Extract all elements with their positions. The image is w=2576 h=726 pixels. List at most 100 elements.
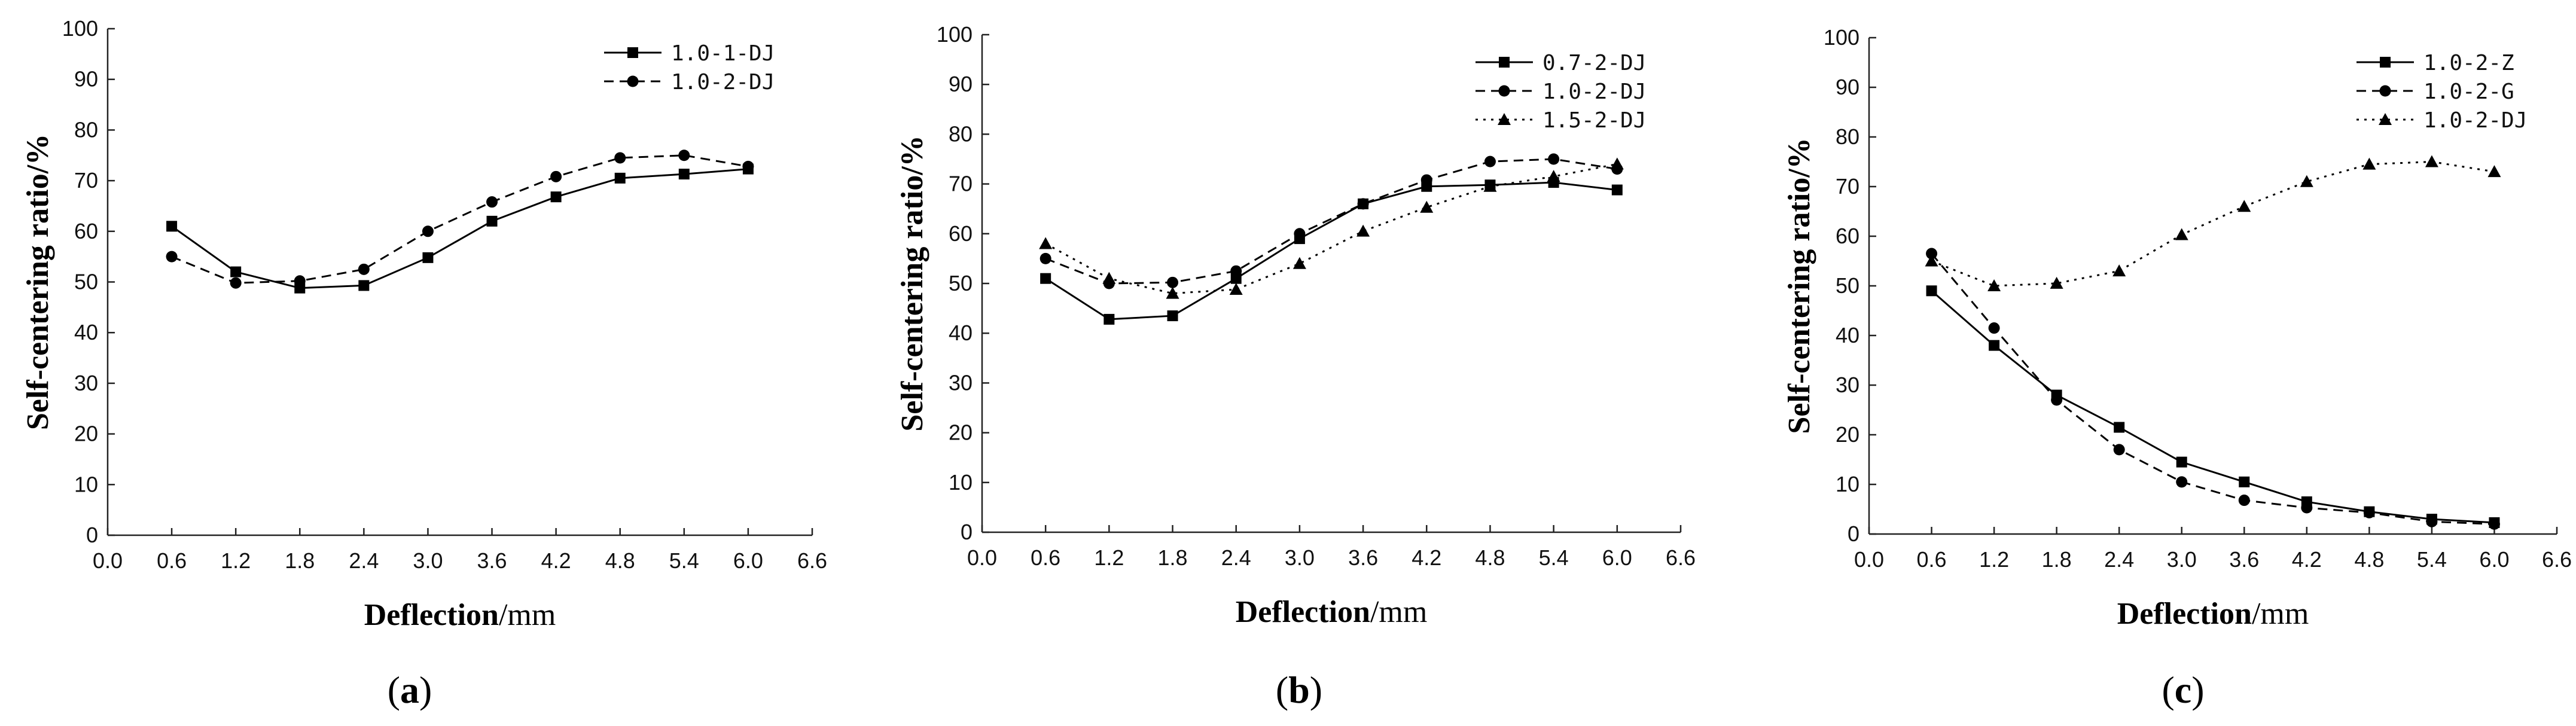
- data-point: [2175, 228, 2188, 240]
- series-1.0-2-DJ: [1925, 155, 2501, 291]
- data-point: [1230, 265, 1242, 277]
- y-tick-label: 10: [74, 472, 98, 496]
- y-tick-label: 0: [86, 523, 98, 547]
- legend-marker: [627, 75, 639, 87]
- caption-letter: c: [2175, 669, 2191, 711]
- data-point: [2426, 515, 2438, 527]
- data-point: [1357, 198, 1369, 210]
- data-point: [1926, 285, 1937, 297]
- legend-label: 1.0-2-Z: [2423, 51, 2514, 75]
- caption-close: ): [419, 669, 432, 711]
- data-point: [742, 160, 754, 172]
- data-point: [1420, 174, 1432, 186]
- y-axis-title: Self-centering ratio/%: [1782, 138, 1816, 434]
- x-tick-label: 0.6: [1917, 547, 1947, 572]
- data-point: [486, 215, 498, 227]
- y-tick-label: 70: [1836, 174, 1859, 199]
- x-axis-title-main: Deflection: [364, 598, 499, 632]
- series-1.0-2-DJ: [1039, 153, 1623, 289]
- data-point: [2363, 507, 2375, 518]
- data-point: [550, 191, 562, 203]
- legend-label: 1.0-2-G: [2423, 80, 2514, 104]
- data-point: [230, 266, 242, 277]
- x-tick-label: 3.6: [1348, 545, 1378, 570]
- y-tick-label: 100: [937, 22, 973, 47]
- x-tick-label: 4.8: [1475, 545, 1505, 570]
- x-tick-label: 6.6: [797, 548, 827, 573]
- data-point: [166, 221, 178, 232]
- x-tick-label: 2.4: [349, 548, 379, 573]
- data-point: [678, 150, 690, 161]
- data-point: [1926, 248, 1938, 260]
- series-line: [1931, 253, 2495, 525]
- x-tick-label: 2.4: [2104, 547, 2134, 572]
- legend-label: 1.0-2-DJ: [2423, 108, 2527, 133]
- data-point: [1103, 313, 1115, 325]
- data-point: [1484, 155, 1496, 167]
- legend-marker: [2380, 57, 2391, 68]
- chart-1: 0 10 20 30 40 50 60 70 80 90 100 0.0 0.6 1.2 1.8 2.4 3.0…: [21, 16, 827, 632]
- data-point: [358, 280, 370, 291]
- x-tick-label: 1.8: [2042, 547, 2072, 572]
- legend-marker: [2379, 113, 2392, 125]
- data-point: [2113, 444, 2125, 456]
- x-axis-title-main: Deflection: [1236, 595, 1370, 629]
- x-tick-label: 1.8: [1158, 545, 1188, 570]
- x-tick-label: 0.0: [93, 548, 123, 573]
- x-tick-label: 5.4: [669, 548, 699, 573]
- y-tick-label: 0: [1848, 521, 1859, 546]
- data-point: [2050, 276, 2063, 289]
- caption-a: (a): [388, 669, 432, 711]
- data-point: [166, 251, 178, 263]
- series-line: [1931, 290, 2495, 524]
- data-point: [2362, 157, 2376, 170]
- data-point: [678, 169, 690, 180]
- y-tick-label: 20: [74, 422, 98, 446]
- y-tick-label: 50: [949, 271, 973, 295]
- data-point: [1611, 184, 1623, 196]
- x-tick-label: 5.4: [1539, 545, 1569, 570]
- y-tick-label: 60: [1836, 224, 1859, 248]
- data-point: [1547, 170, 1560, 182]
- x-axis-title-main: Deflection: [2117, 597, 2252, 631]
- data-point: [2114, 422, 2125, 433]
- series-0.7-2-DJ: [1040, 177, 1623, 325]
- y-tick-label: 80: [949, 121, 973, 146]
- x-tick-label: 6.6: [1666, 545, 1696, 570]
- caption-open: (: [388, 669, 400, 711]
- caption-open: (: [1276, 669, 1288, 711]
- y-tick-label: 90: [74, 67, 98, 91]
- x-axis-title: Deflection/mm: [1236, 595, 1428, 629]
- legend-label: 0.7-2-DJ: [1542, 51, 1646, 75]
- chart-3: 0 10 20 30 40 50 60 70 80 90 100 0.0 0.6 1.2 1.8 2.4 3.0…: [1782, 25, 2572, 631]
- data-point: [486, 196, 498, 208]
- y-tick-label: 30: [74, 371, 98, 395]
- data-point: [614, 152, 626, 164]
- series-1.5-2-DJ: [1039, 157, 1624, 299]
- legend-marker: [1498, 85, 1510, 97]
- data-point: [1039, 252, 1051, 264]
- data-point: [2237, 200, 2251, 212]
- series-line: [1045, 163, 1618, 295]
- x-tick-label: 3.0: [1285, 545, 1315, 570]
- x-tick-label: 4.2: [2292, 547, 2322, 572]
- x-axis-title: Deflection/mm: [364, 598, 556, 632]
- data-point: [422, 225, 434, 237]
- data-point: [1166, 286, 1179, 299]
- series-1.0-2-G: [1926, 248, 2500, 530]
- data-point: [1925, 254, 1938, 267]
- legend-marker: [627, 47, 638, 58]
- y-tick-label: 20: [1836, 422, 1859, 447]
- x-tick-label: 2.4: [1221, 545, 1251, 570]
- y-tick-label: 90: [949, 72, 973, 96]
- x-tick-label: 6.0: [733, 548, 763, 573]
- data-point: [550, 170, 562, 182]
- y-tick-label: 90: [1836, 75, 1859, 99]
- legend-marker: [2379, 85, 2391, 97]
- x-tick-label: 3.6: [2229, 547, 2259, 572]
- y-tick-label: 100: [1824, 25, 1859, 50]
- data-point: [1167, 276, 1179, 288]
- data-point: [1039, 237, 1053, 249]
- y-axis-title: Self-centering ratio/%: [21, 134, 55, 430]
- x-tick-label: 6.0: [1602, 545, 1632, 570]
